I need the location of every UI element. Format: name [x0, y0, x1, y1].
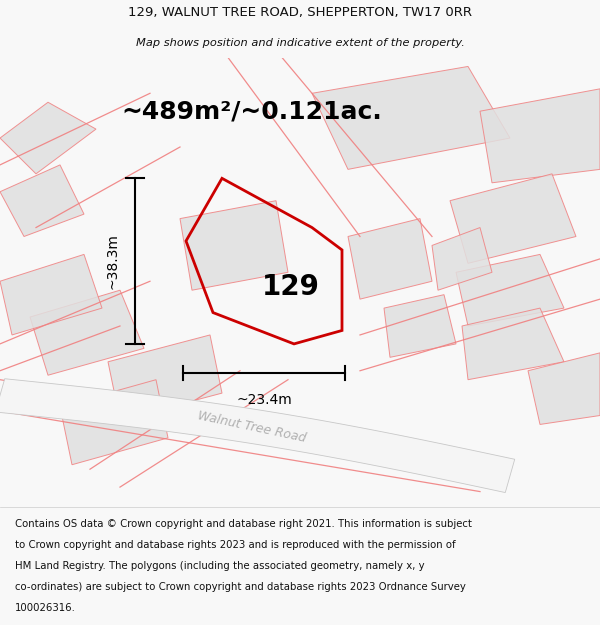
- Polygon shape: [60, 380, 168, 465]
- Polygon shape: [312, 66, 510, 169]
- Polygon shape: [0, 379, 515, 492]
- Polygon shape: [30, 290, 144, 375]
- Text: Walnut Tree Road: Walnut Tree Road: [197, 409, 307, 444]
- Text: 100026316.: 100026316.: [15, 603, 76, 613]
- Polygon shape: [528, 353, 600, 424]
- Text: HM Land Registry. The polygons (including the associated geometry, namely x, y: HM Land Registry. The polygons (includin…: [15, 561, 425, 571]
- Polygon shape: [348, 219, 432, 299]
- Polygon shape: [180, 201, 288, 290]
- Polygon shape: [0, 102, 96, 174]
- Text: ~489m²/~0.121ac.: ~489m²/~0.121ac.: [122, 99, 382, 123]
- Text: ~38.3m: ~38.3m: [106, 233, 120, 289]
- Polygon shape: [462, 308, 564, 380]
- Text: Contains OS data © Crown copyright and database right 2021. This information is : Contains OS data © Crown copyright and d…: [15, 519, 472, 529]
- Polygon shape: [432, 228, 492, 290]
- Text: ~23.4m: ~23.4m: [236, 393, 292, 407]
- Text: Map shows position and indicative extent of the property.: Map shows position and indicative extent…: [136, 38, 464, 48]
- Text: to Crown copyright and database rights 2023 and is reproduced with the permissio: to Crown copyright and database rights 2…: [15, 541, 455, 551]
- Text: 129: 129: [262, 273, 320, 301]
- Polygon shape: [0, 165, 84, 236]
- Polygon shape: [456, 254, 564, 326]
- Polygon shape: [384, 294, 456, 358]
- Polygon shape: [450, 174, 576, 263]
- Polygon shape: [0, 254, 102, 335]
- Polygon shape: [480, 89, 600, 182]
- Polygon shape: [108, 335, 222, 420]
- Text: co-ordinates) are subject to Crown copyright and database rights 2023 Ordnance S: co-ordinates) are subject to Crown copyr…: [15, 582, 466, 592]
- Text: 129, WALNUT TREE ROAD, SHEPPERTON, TW17 0RR: 129, WALNUT TREE ROAD, SHEPPERTON, TW17 …: [128, 6, 472, 19]
